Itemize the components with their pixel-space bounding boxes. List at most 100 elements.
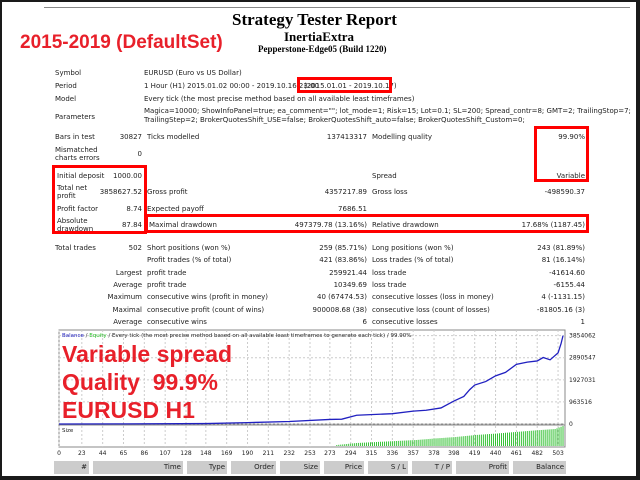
x-tick-label: 294 [345,450,357,457]
trade-stat-c: consecutive profit (count of wins) [147,305,265,314]
trade-stat-a: Maximum [107,293,143,302]
server-info: Pepperstone-Edge05 (Build 1220) [258,44,387,54]
spread-label: Spread [372,172,397,180]
y-tick-label: 963516 [569,399,592,406]
trade-stat-e: consecutive losses (loss in money) [372,293,494,302]
trade-stat-e: loss trade [372,268,407,277]
gross-profit-label: Gross profit [147,188,188,196]
net-profit-label: Total net [57,184,88,192]
quality-label: Modelling quality [372,133,432,141]
highlight-box [145,214,589,233]
deposit-value: 1000.00 [113,172,142,180]
report-title: Strategy Tester Report [232,10,397,29]
trade-stat-f: 4 (-1131.15) [541,293,585,302]
trade-stat-d: 421 (83.86%) [319,256,367,265]
x-tick-label: 273 [324,450,336,457]
trade-stat-e: Long positions (won %) [372,244,454,252]
deposit-label: Initial deposit [57,172,105,180]
overlay-line1: Variable spread [62,341,233,367]
x-tick-label: 23 [78,450,86,457]
period-range: (2015.01.01 - 2019.10.17) [304,82,397,90]
y-tick-label: 3854062 [569,333,596,340]
x-tick-label: 315 [366,450,378,457]
column-header: Price [324,461,364,474]
trade-stat-f: -6155.44 [553,280,585,289]
x-tick-label: 482 [531,450,543,457]
x-tick-label: 232 [283,450,295,457]
ticks-value: 137413317 [326,133,367,141]
period-label: Period [55,82,77,90]
trade-stat-e: Loss trades (% of total) [372,256,454,265]
overlay-line2: Quality 99.9% [62,369,218,395]
gross-profit-value: 4357217.89 [324,188,367,196]
trade-stat-f: 81 (16.14%) [541,256,585,265]
trade-stat-e: loss trade [372,280,407,289]
abs-drawdown-label: Absolute [57,217,88,225]
mismatch-value: 0 [137,150,142,158]
relative-drawdown-label: Relative drawdown [372,221,439,229]
model-value: Every tick (the most precise method base… [144,95,415,103]
size-label: Size [62,428,74,434]
trade-stat-d: 259 (85.71%) [319,244,367,252]
trade-stat-c: consecutive wins [147,317,207,326]
column-header: Balance [513,461,566,474]
expert-name: InertiaExtra [284,29,355,44]
column-header: S / L [368,461,408,474]
x-tick-label: 440 [490,450,502,457]
x-tick-label: 65 [120,450,128,457]
mismatch-label: Mismatched [55,146,98,154]
trade-stat-c: profit trade [147,268,187,277]
period-value: 1 Hour (H1) 2015.01.02 00:00 - 2019.10.1… [144,82,320,90]
x-tick-label: 0 [57,450,61,457]
spread-value: Variable [556,172,585,180]
parameters-label: Parameters [55,113,96,121]
column-header: # [54,461,89,474]
max-drawdown-value: 497379.78 (13.16%) [294,221,367,229]
legend-balance: Balance [62,333,85,339]
period-overlay: 2015-2019 (DefaultSet) [20,32,223,53]
highlight-box [297,77,392,93]
column-header: Size [280,461,320,474]
highlight-box [534,126,589,182]
trade-stat-f: -41614.60 [549,268,585,277]
trade-stat-c: consecutive wins (profit in money) [147,293,269,302]
bars-label: Bars in test [55,133,95,141]
quality-value: 99.90% [558,133,585,141]
size-area [58,424,566,448]
trade-stat-d: 10349.69 [333,280,367,289]
legend-equity: Equity [89,333,107,339]
chart-legend: Balance / Equity / Every tick (the most … [62,333,411,339]
trade-stat-a: Average [113,317,142,326]
trade-stat-c: Profit trades (% of total) [147,256,232,265]
x-tick-label: 44 [99,450,107,457]
x-tick-label: 211 [263,450,275,457]
profit-factor-value: 8.74 [126,205,142,213]
x-tick-label: 148 [200,450,212,457]
trade-stat-d: 259921.44 [329,268,367,277]
plot-area [58,329,566,425]
abs-drawdown-value: 87.84 [121,221,142,229]
mismatch-label-2: charts errors [55,154,100,162]
x-tick-label: 336 [387,450,399,457]
trade-stat-f: 1 [580,317,585,326]
trade-stat-d: 900008.68 (38) [312,305,367,314]
x-tick-label: 398 [448,450,460,457]
column-header: Order [231,461,276,474]
trade-stat-a: Largest [115,268,142,277]
x-tick-label: 357 [407,450,419,457]
expected-payoff-label: Expected payoff [147,205,204,213]
profit-factor-label: Profit factor [57,205,98,213]
trade-stat-a: Total trades [55,244,96,252]
trade-stat-d: 40 (67474.53) [317,293,367,302]
x-tick-label: 503 [552,450,564,457]
trade-stat-a: Maximal [112,305,142,314]
relative-drawdown-value: 17.68% (1187.45) [521,221,585,229]
report-page: Strategy Tester Report InertiaExtra Pepp… [2,2,636,476]
x-tick-label: 169 [221,450,233,457]
gross-loss-value: -498590.37 [544,188,585,196]
trade-stat-a: Average [113,280,142,289]
trade-stat-d: 6 [362,317,367,326]
balance-line [58,335,564,425]
column-header: Profit [456,461,509,474]
parameters-line2: TrailingStep=2; BrokerQuotesShift_USE=fa… [144,116,525,124]
